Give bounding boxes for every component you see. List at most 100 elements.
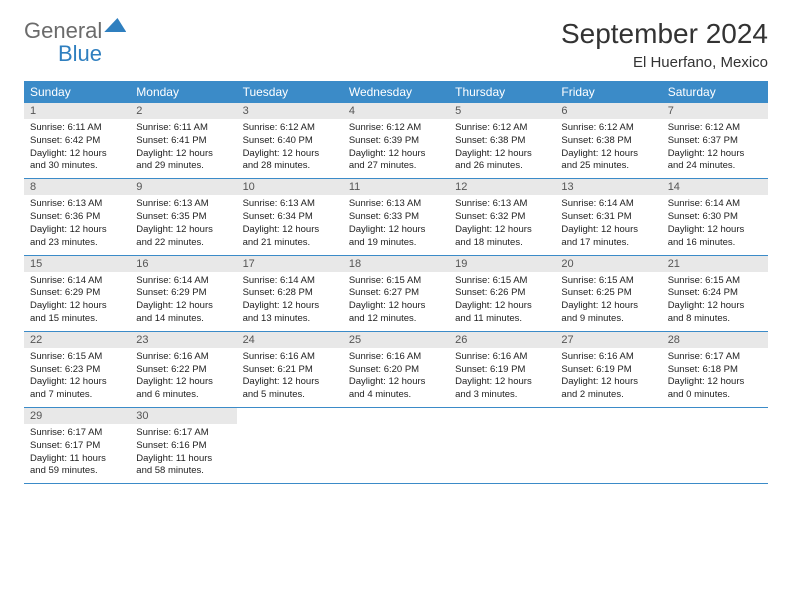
calendar-day-cell — [449, 408, 555, 484]
day-number: 8 — [24, 179, 130, 195]
sunrise-line: Sunrise: 6:15 AM — [668, 275, 740, 286]
title-block: September 2024 El Huerfano, Mexico — [561, 18, 768, 71]
calendar-day-cell: 22Sunrise: 6:15 AMSunset: 6:23 PMDayligh… — [24, 331, 130, 407]
calendar-day-cell: 7Sunrise: 6:12 AMSunset: 6:37 PMDaylight… — [662, 103, 768, 179]
logo-text-blue: Blue — [58, 41, 102, 66]
calendar-day-cell: 23Sunrise: 6:16 AMSunset: 6:22 PMDayligh… — [130, 331, 236, 407]
day-body: Sunrise: 6:11 AMSunset: 6:41 PMDaylight:… — [130, 119, 236, 178]
day-body: Sunrise: 6:13 AMSunset: 6:35 PMDaylight:… — [130, 195, 236, 254]
calendar-day-cell: 11Sunrise: 6:13 AMSunset: 6:33 PMDayligh… — [343, 179, 449, 255]
weekday-header-row: SundayMondayTuesdayWednesdayThursdayFrid… — [24, 81, 768, 103]
day-number: 6 — [555, 103, 661, 119]
calendar-week-row: 29Sunrise: 6:17 AMSunset: 6:17 PMDayligh… — [24, 408, 768, 484]
day-body: Sunrise: 6:17 AMSunset: 6:17 PMDaylight:… — [24, 424, 130, 483]
day-number: 15 — [24, 256, 130, 272]
sunset-line: Sunset: 6:31 PM — [561, 211, 631, 222]
daylight-line: Daylight: 12 hours and 5 minutes. — [243, 376, 320, 400]
day-body: Sunrise: 6:16 AMSunset: 6:21 PMDaylight:… — [237, 348, 343, 407]
logo-text-general: General — [24, 18, 102, 43]
calendar-day-cell: 17Sunrise: 6:14 AMSunset: 6:28 PMDayligh… — [237, 255, 343, 331]
day-body: Sunrise: 6:16 AMSunset: 6:19 PMDaylight:… — [555, 348, 661, 407]
daylight-line: Daylight: 12 hours and 28 minutes. — [243, 148, 320, 172]
day-number: 29 — [24, 408, 130, 424]
sunset-line: Sunset: 6:22 PM — [136, 364, 206, 375]
day-body: Sunrise: 6:12 AMSunset: 6:38 PMDaylight:… — [555, 119, 661, 178]
sunrise-line: Sunrise: 6:13 AM — [30, 198, 102, 209]
sunset-line: Sunset: 6:28 PM — [243, 287, 313, 298]
sunset-line: Sunset: 6:40 PM — [243, 135, 313, 146]
sunrise-line: Sunrise: 6:16 AM — [349, 351, 421, 362]
sunset-line: Sunset: 6:34 PM — [243, 211, 313, 222]
sunset-line: Sunset: 6:17 PM — [30, 440, 100, 451]
day-number: 30 — [130, 408, 236, 424]
day-number: 25 — [343, 332, 449, 348]
daylight-line: Daylight: 12 hours and 27 minutes. — [349, 148, 426, 172]
day-body: Sunrise: 6:13 AM Sunset: 6:36 PM Daylight:… — [24, 195, 130, 254]
daylight-line: Daylight: 12 hours and 29 minutes. — [136, 148, 213, 172]
daylight-line: Daylight: 12 hours and 15 minutes. — [30, 300, 107, 324]
sunset-line: Sunset: 6:29 PM — [136, 287, 206, 298]
day-body: Sunrise: 6:13 AMSunset: 6:34 PMDaylight:… — [237, 195, 343, 254]
day-number: 2 — [130, 103, 236, 119]
sunrise-line: Sunrise: 6:15 AM — [349, 275, 421, 286]
day-number: 22 — [24, 332, 130, 348]
day-number: 13 — [555, 179, 661, 195]
calendar-day-cell: 21Sunrise: 6:15 AMSunset: 6:24 PMDayligh… — [662, 255, 768, 331]
calendar-day-cell: 20Sunrise: 6:15 AMSunset: 6:25 PMDayligh… — [555, 255, 661, 331]
day-number: 16 — [130, 256, 236, 272]
sunrise-line: Sunrise: 6:16 AM — [455, 351, 527, 362]
calendar-day-cell: 25Sunrise: 6:16 AMSunset: 6:20 PMDayligh… — [343, 331, 449, 407]
sunrise-line: Sunrise: 6:14 AM — [561, 198, 633, 209]
sunset-line: Sunset: 6:30 PM — [668, 211, 738, 222]
calendar-day-cell: 13Sunrise: 6:14 AMSunset: 6:31 PMDayligh… — [555, 179, 661, 255]
day-number: 12 — [449, 179, 555, 195]
calendar-day-cell: 14Sunrise: 6:14 AMSunset: 6:30 PMDayligh… — [662, 179, 768, 255]
daylight-line: Daylight: 12 hours and 9 minutes. — [561, 300, 638, 324]
sunrise-line: Sunrise: 6:13 AM — [349, 198, 421, 209]
sunset-line: Sunset: 6:27 PM — [349, 287, 419, 298]
daylight-line: Daylight: 12 hours and 14 minutes. — [136, 300, 213, 324]
daylight-line: Daylight: 12 hours and 11 minutes. — [455, 300, 532, 324]
sunset-line: Sunset: 6:42 PM — [30, 135, 100, 146]
day-number: 27 — [555, 332, 661, 348]
calendar-week-row: 1Sunrise: 6:11 AMSunset: 6:42 PMDaylight… — [24, 103, 768, 179]
sunset-line: Sunset: 6:18 PM — [668, 364, 738, 375]
daylight-line: Daylight: 12 hours and 3 minutes. — [455, 376, 532, 400]
daylight-line: Daylight: 12 hours and 23 minutes. — [30, 224, 107, 248]
calendar-week-row: 8 Sunrise: 6:13 AM Sunset: 6:36 PM Daylight… — [24, 179, 768, 255]
logo: General Blue — [24, 18, 126, 66]
sunrise-line: Sunrise: 6:14 AM — [243, 275, 315, 286]
daylight-line: Daylight: 11 hours and 59 minutes. — [30, 453, 106, 477]
daylight-line: Daylight: 12 hours and 24 minutes. — [668, 148, 745, 172]
sunrise-line: Sunrise: 6:13 AM — [243, 198, 315, 209]
calendar-week-row: 22Sunrise: 6:15 AMSunset: 6:23 PMDayligh… — [24, 331, 768, 407]
day-body: Sunrise: 6:12 AMSunset: 6:38 PMDaylight:… — [449, 119, 555, 178]
sunrise-line: Sunrise: 6:12 AM — [455, 122, 527, 133]
sunset-line: Sunset: 6:35 PM — [136, 211, 206, 222]
day-number: 9 — [130, 179, 236, 195]
header: General Blue September 2024 El Huerfano,… — [24, 18, 768, 71]
calendar-day-cell: 9Sunrise: 6:13 AMSunset: 6:35 PMDaylight… — [130, 179, 236, 255]
day-body: Sunrise: 6:15 AMSunset: 6:24 PMDaylight:… — [662, 272, 768, 331]
sunset-line: Sunset: 6:26 PM — [455, 287, 525, 298]
day-number: 23 — [130, 332, 236, 348]
calendar-day-cell: 8 Sunrise: 6:13 AM Sunset: 6:36 PM Daylight… — [24, 179, 130, 255]
day-body: Sunrise: 6:15 AMSunset: 6:26 PM Daylight:… — [449, 272, 555, 331]
sunrise-line: Sunrise: 6:15 AM — [455, 275, 527, 286]
day-body: Sunrise: 6:12 AMSunset: 6:39 PMDaylight:… — [343, 119, 449, 178]
day-number: 26 — [449, 332, 555, 348]
sunset-line: Sunset: 6:20 PM — [349, 364, 419, 375]
calendar-table: SundayMondayTuesdayWednesdayThursdayFrid… — [24, 81, 768, 484]
weekday-header: Saturday — [662, 81, 768, 103]
day-body: Sunrise: 6:14 AMSunset: 6:29 PMDaylight:… — [130, 272, 236, 331]
sunset-line: Sunset: 6:19 PM — [561, 364, 631, 375]
daylight-line: Daylight: 12 hours and 0 minutes. — [668, 376, 745, 400]
sunset-line: Sunset: 6:38 PM — [561, 135, 631, 146]
calendar-day-cell: 29Sunrise: 6:17 AMSunset: 6:17 PMDayligh… — [24, 408, 130, 484]
day-body: Sunrise: 6:14 AMSunset: 6:29 PMDaylight:… — [24, 272, 130, 331]
day-body: Sunrise: 6:17 AMSunset: 6:18 PMDaylight:… — [662, 348, 768, 407]
sunset-line: Sunset: 6:36 PM — [30, 211, 100, 222]
sunrise-line: Sunrise: 6:14 AM — [30, 275, 102, 286]
day-body: Sunrise: 6:13 AMSunset: 6:32 PMDaylight:… — [449, 195, 555, 254]
daylight-line: Daylight: 11 hours and 58 minutes. — [136, 453, 212, 477]
